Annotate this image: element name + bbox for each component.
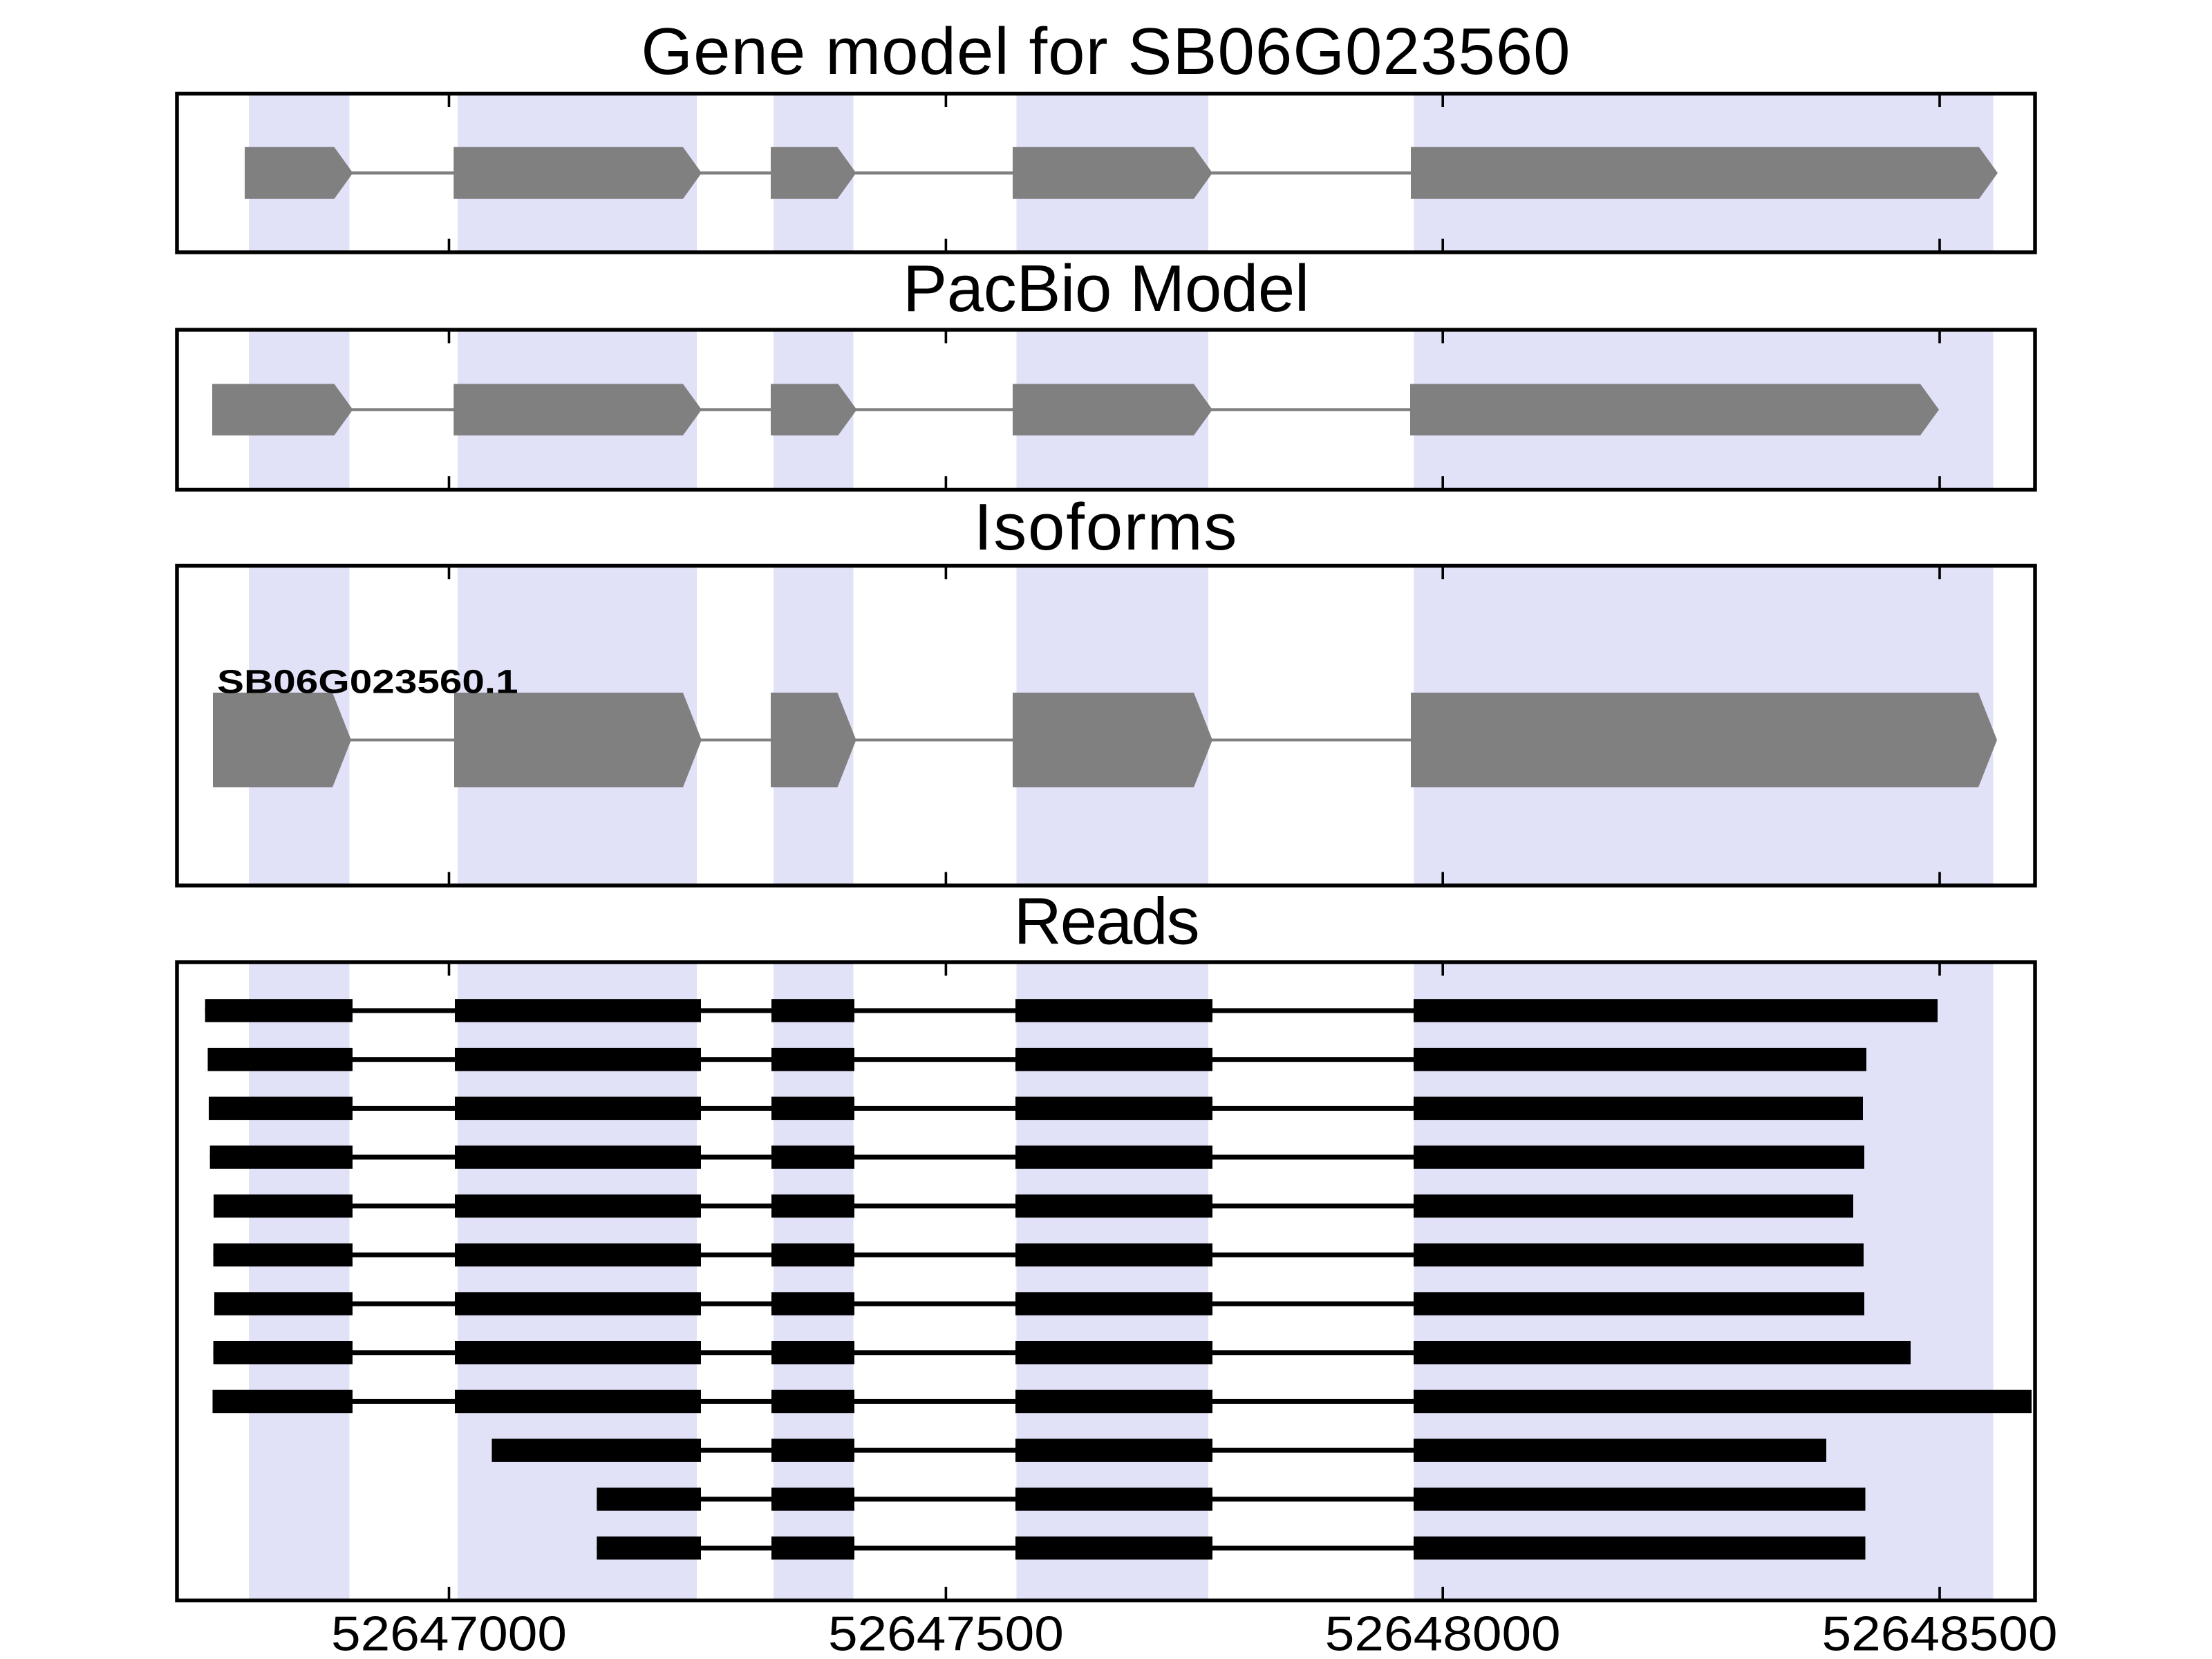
svg-text:52647500: 52647500	[828, 1606, 1064, 1659]
svg-text:52648500: 52648500	[1822, 1606, 2058, 1659]
svg-text:Gene model for SB06G023560: Gene model for SB06G023560	[641, 15, 1571, 88]
svg-text:52648000: 52648000	[1325, 1606, 1561, 1659]
svg-text:Isoforms: Isoforms	[974, 490, 1238, 564]
svg-text:SB06G023560.1: SB06G023560.1	[217, 663, 518, 700]
svg-text:52647000: 52647000	[331, 1606, 567, 1659]
svg-text:PacBio Model: PacBio Model	[903, 252, 1309, 326]
svg-text:Reads: Reads	[1013, 885, 1198, 959]
